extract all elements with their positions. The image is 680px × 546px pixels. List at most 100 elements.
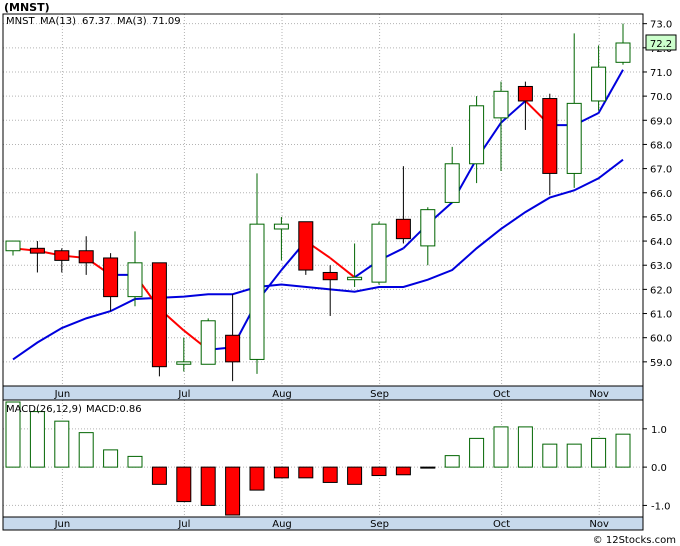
candle-body-down (322, 271, 338, 281)
candle-body-up (176, 361, 192, 365)
candle-body-down (78, 250, 94, 264)
macd-bar-negative (273, 466, 289, 479)
candle (444, 146, 460, 203)
candle (420, 207, 436, 266)
candle (322, 265, 338, 316)
ma3-segment (500, 100, 527, 124)
macd-y-tick-label: 0.0 (651, 463, 667, 474)
price-plot-area (3, 14, 643, 386)
macd-bar-negative (151, 466, 167, 485)
macd-bar-negative (225, 466, 241, 516)
macd-bar-positive (29, 411, 45, 468)
candle-body-up (249, 223, 265, 360)
macd-bar-positive (103, 449, 119, 468)
candle (200, 318, 216, 365)
ma3-segment (329, 257, 356, 279)
macd-bar-positive (469, 437, 485, 468)
price-legend: MNST MA(13) 67.37 MA(3) 71.09 (6, 16, 181, 27)
candle (615, 23, 631, 65)
macd-x-tick-label: Aug (272, 519, 292, 530)
candle (176, 337, 192, 372)
candle-body-down (151, 262, 167, 368)
legend-symbol: MNST (6, 16, 35, 27)
macd-y-tick-label: -1.0 (651, 501, 671, 512)
macd-bar-negative (420, 466, 436, 469)
price-x-tick-label: Nov (589, 389, 609, 400)
last-price-badge-text: 72.2 (650, 39, 672, 50)
candle-body-up (591, 66, 607, 102)
price-x-tick-label: Aug (272, 389, 292, 400)
price-y-tick-label: 73.0 (650, 20, 672, 31)
macd-bar-positive (54, 420, 70, 468)
candle-body-up (444, 163, 460, 203)
candle (469, 96, 485, 184)
macd-panel: -1.0 0.0 1.0 Jun Jul Aug Sep Oct Nov MACD(26,12… (2, 399, 671, 531)
candle (395, 166, 411, 244)
candle-body-up (200, 320, 216, 365)
macd-x-tick-label: Oct (493, 519, 510, 530)
candle (298, 221, 314, 275)
macd-bar-positive (591, 437, 607, 468)
macd-bar-negative (371, 466, 387, 477)
candle (371, 221, 387, 285)
macd-bar-negative (322, 466, 338, 483)
price-y-tick-label: 66.0 (650, 189, 672, 200)
price-y-tick-label: 65.0 (650, 213, 672, 224)
last-price-badge: 72.2 (645, 34, 677, 51)
macd-bar-negative (395, 466, 411, 476)
macd-x-tick-label: Sep (370, 519, 389, 530)
candle-body-up (347, 276, 363, 281)
candle (493, 81, 509, 172)
candle-body-up (615, 42, 631, 63)
macd-bar-negative (249, 466, 265, 491)
chart-title: (MNST) (4, 1, 50, 14)
footer-credit: © 12Stocks.com (593, 535, 676, 546)
macd-bar-positive (78, 432, 94, 468)
candle (542, 93, 558, 196)
price-y-tick-label: 64.0 (650, 237, 672, 248)
candle (151, 262, 167, 377)
candlesticks (5, 23, 631, 382)
price-y-tick-label: 70.0 (650, 92, 672, 103)
price-panel: 59.0 60.0 61.0 62.0 63.0 64.0 65.0 66.0 67.0 68.0… (2, 1, 677, 401)
macd-bar-negative (176, 466, 192, 503)
candle-body-up (469, 105, 485, 165)
price-y-tick-label: 71.0 (650, 68, 672, 79)
candle (347, 243, 363, 287)
price-y-tick-label: 62.0 (650, 285, 672, 296)
candle (225, 294, 241, 382)
price-x-axis: Jun Jul Aug Sep Oct Nov (54, 389, 609, 400)
macd-bar-positive (517, 426, 533, 468)
candle (54, 248, 70, 273)
price-y-tick-label: 69.0 (650, 116, 672, 127)
macd-x-tick-label: Jul (177, 519, 190, 530)
candle-body-up (371, 223, 387, 283)
macd-bar-negative (298, 466, 314, 479)
candle (566, 33, 582, 188)
candle (517, 81, 533, 130)
macd-x-axis: Jun Jul Aug Sep Oct Nov (54, 519, 609, 530)
candle (273, 216, 289, 261)
candle (249, 173, 265, 374)
price-x-tick-label: Oct (493, 389, 510, 400)
ma3-segment (597, 69, 624, 114)
macd-bar-positive (615, 433, 631, 468)
price-y-tick-label: 67.0 (650, 165, 672, 176)
price-y-tick-label: 61.0 (650, 310, 672, 321)
legend-ma3-value: 71.09 (152, 16, 181, 27)
macd-bar-positive (444, 455, 460, 468)
macd-bar-positive (542, 443, 558, 468)
macd-value-label: MACD:0.86 (86, 404, 142, 415)
last-price-badge-box (645, 34, 677, 51)
macd-bar-positive (493, 426, 509, 468)
candle-body-down (29, 247, 45, 254)
macd-y-tick-label: 1.0 (651, 425, 667, 436)
macd-label: MACD(26,12,9) (6, 404, 82, 415)
legend-ma3-label: MA(3) (117, 16, 147, 27)
candle-body-down (225, 334, 241, 363)
legend-ma13-label: MA(13) (40, 16, 76, 27)
candle-body-up (420, 209, 436, 247)
candle-body-up (493, 90, 509, 119)
candle-body-down (298, 221, 314, 271)
candle-body-down (542, 98, 558, 174)
